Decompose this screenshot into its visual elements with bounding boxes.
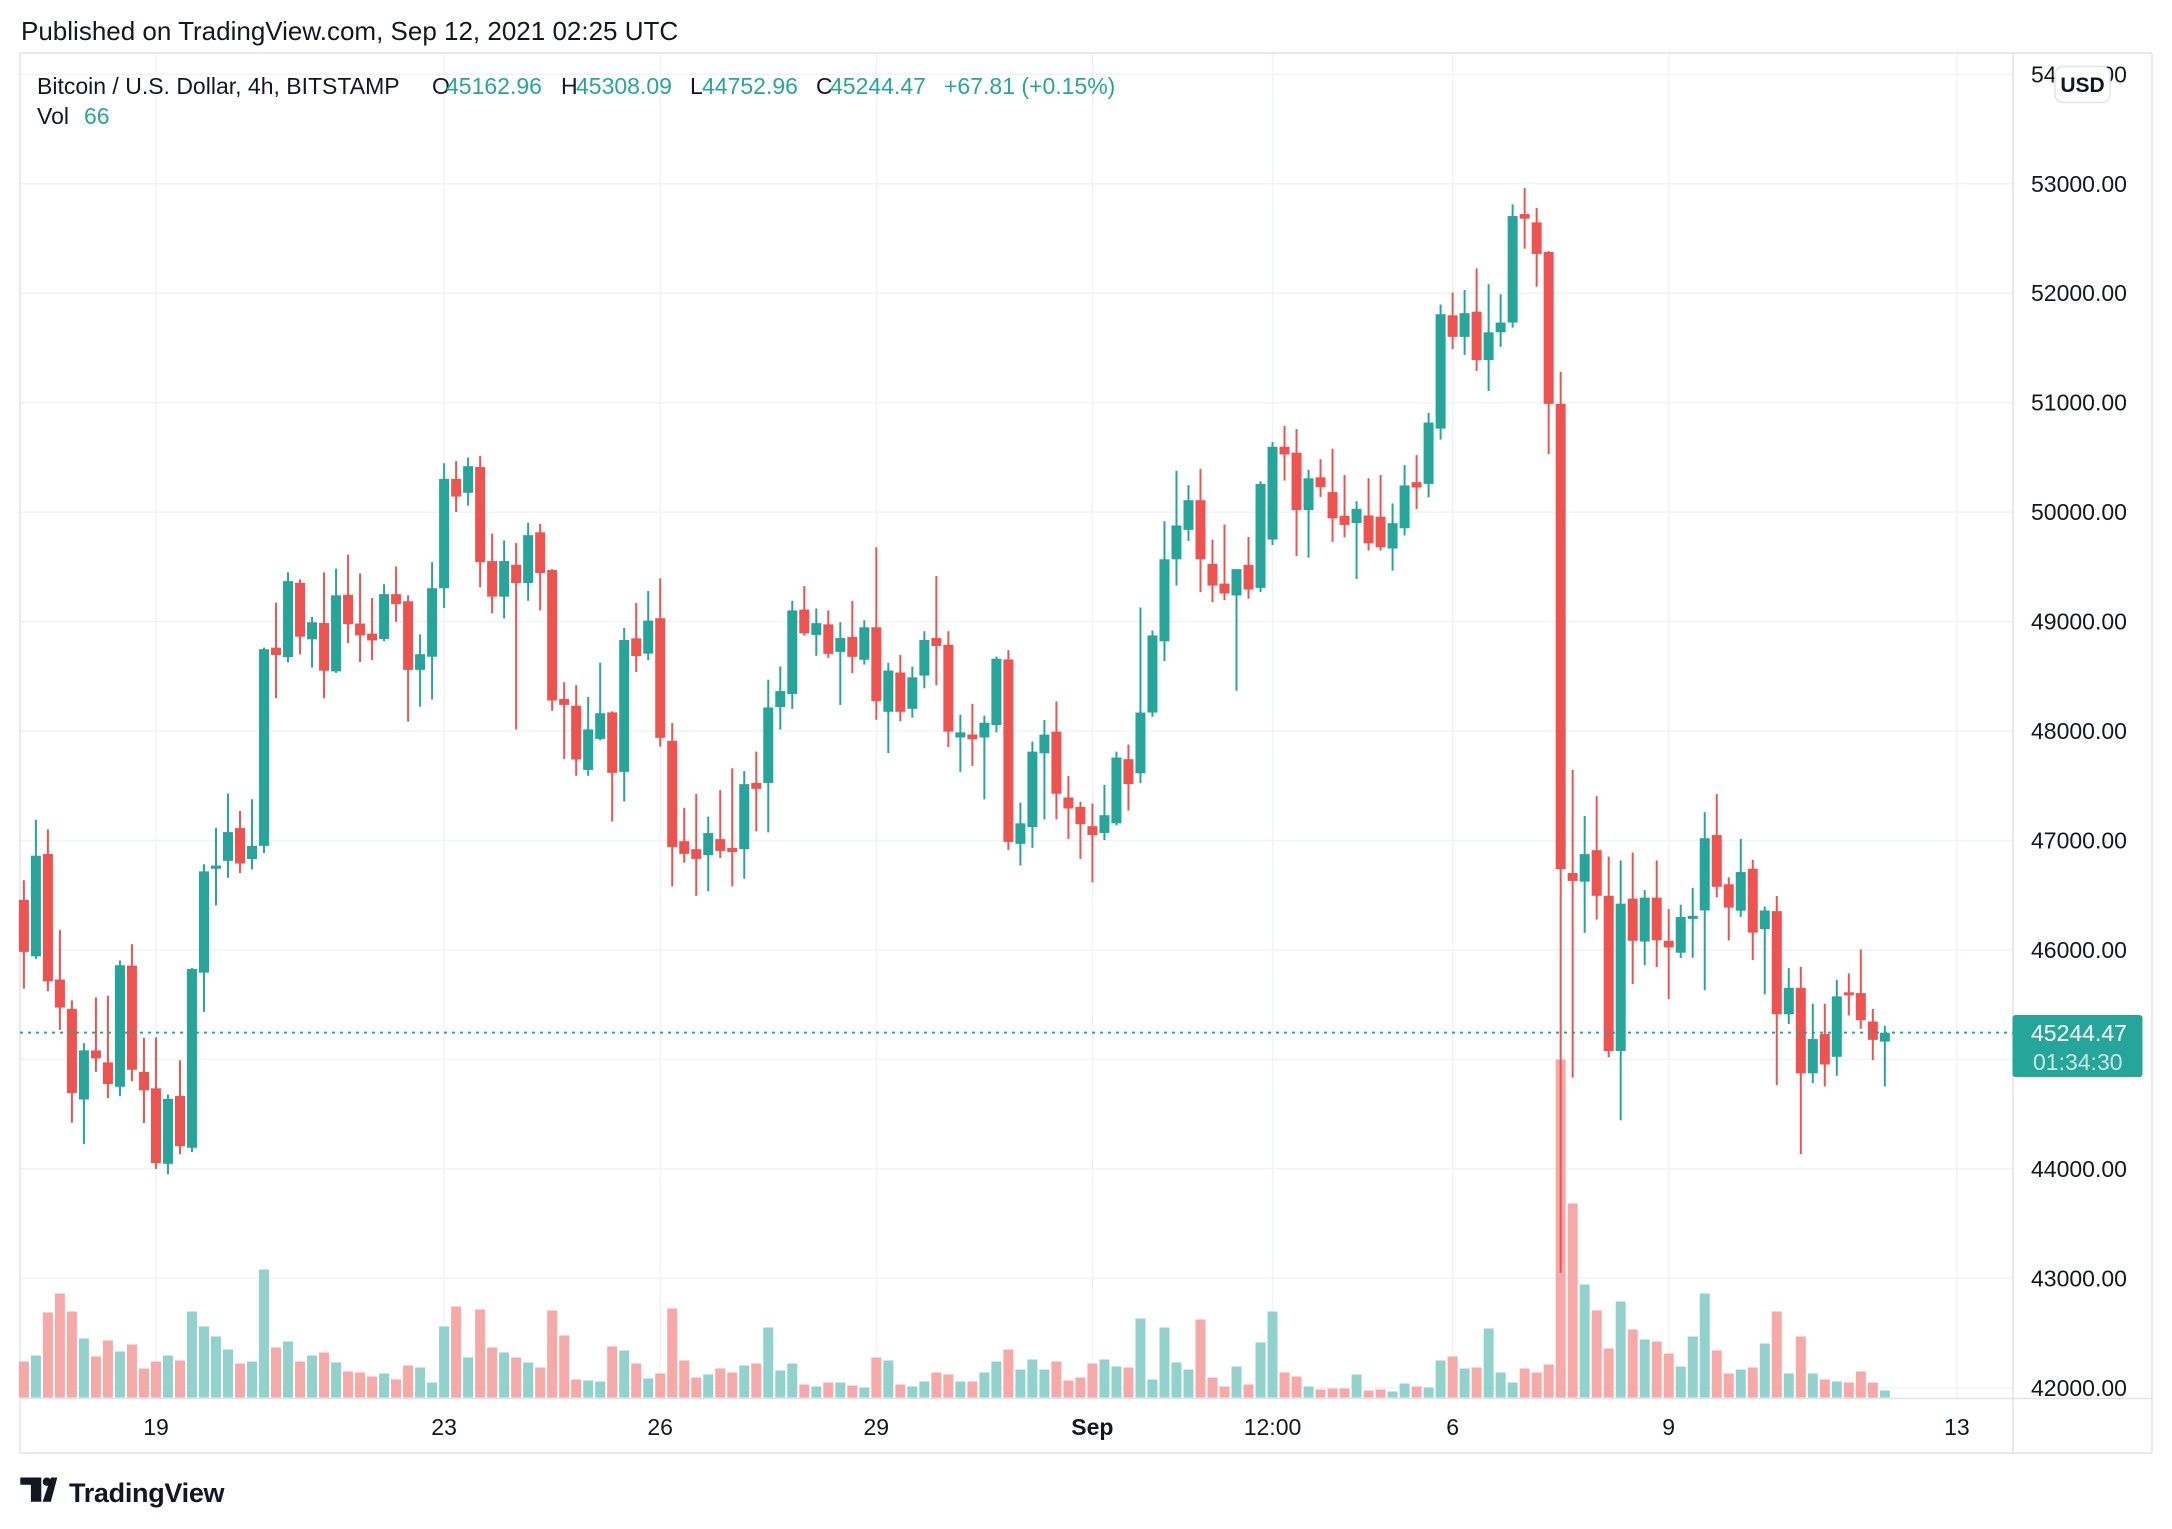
svg-text:44752.96: 44752.96 <box>702 73 798 99</box>
svg-text:45244.47: 45244.47 <box>830 73 926 99</box>
svg-text:47000.00: 47000.00 <box>2031 828 2127 854</box>
svg-text:Published on TradingView.com,: Published on TradingView.com, Sep 12, 20… <box>21 16 678 46</box>
svg-text:45162.96: 45162.96 <box>446 73 542 99</box>
svg-text:43000.00: 43000.00 <box>2031 1265 2127 1291</box>
svg-text:51000.00: 51000.00 <box>2031 390 2127 416</box>
svg-text:50000.00: 50000.00 <box>2031 499 2127 525</box>
svg-text:H: H <box>561 73 578 99</box>
svg-text:45308.09: 45308.09 <box>576 73 672 99</box>
svg-text:Sep: Sep <box>1071 1414 1113 1440</box>
svg-text:O: O <box>432 73 450 99</box>
svg-text:29: 29 <box>864 1414 890 1440</box>
svg-text:Bitcoin / U.S. Dollar, 4h, BIT: Bitcoin / U.S. Dollar, 4h, BITSTAMP <box>37 73 400 99</box>
svg-text:52000.00: 52000.00 <box>2031 280 2127 306</box>
svg-text:48000.00: 48000.00 <box>2031 718 2127 744</box>
svg-text:46000.00: 46000.00 <box>2031 937 2127 963</box>
svg-text:66: 66 <box>84 103 110 129</box>
svg-text:TradingView: TradingView <box>69 1478 226 1508</box>
svg-text:6: 6 <box>1446 1414 1459 1440</box>
svg-text:12:00: 12:00 <box>1244 1414 1302 1440</box>
svg-text:44000.00: 44000.00 <box>2031 1156 2127 1182</box>
svg-text:9: 9 <box>1662 1414 1675 1440</box>
svg-text:23: 23 <box>431 1414 457 1440</box>
svg-text:Vol: Vol <box>37 103 69 129</box>
svg-text:26: 26 <box>647 1414 673 1440</box>
svg-text:53000.00: 53000.00 <box>2031 171 2127 197</box>
svg-text:13: 13 <box>1944 1414 1970 1440</box>
svg-text:L: L <box>690 73 703 99</box>
svg-text:45244.47: 45244.47 <box>2031 1020 2127 1046</box>
svg-text:19: 19 <box>143 1414 169 1440</box>
svg-text:49000.00: 49000.00 <box>2031 609 2127 635</box>
svg-text:USD: USD <box>2060 74 2104 97</box>
svg-text:+67.81 (+0.15%): +67.81 (+0.15%) <box>944 73 1115 99</box>
svg-text:01:34:30: 01:34:30 <box>2033 1049 2123 1075</box>
svg-text:42000.00: 42000.00 <box>2031 1375 2127 1401</box>
svg-text:C: C <box>816 73 833 99</box>
